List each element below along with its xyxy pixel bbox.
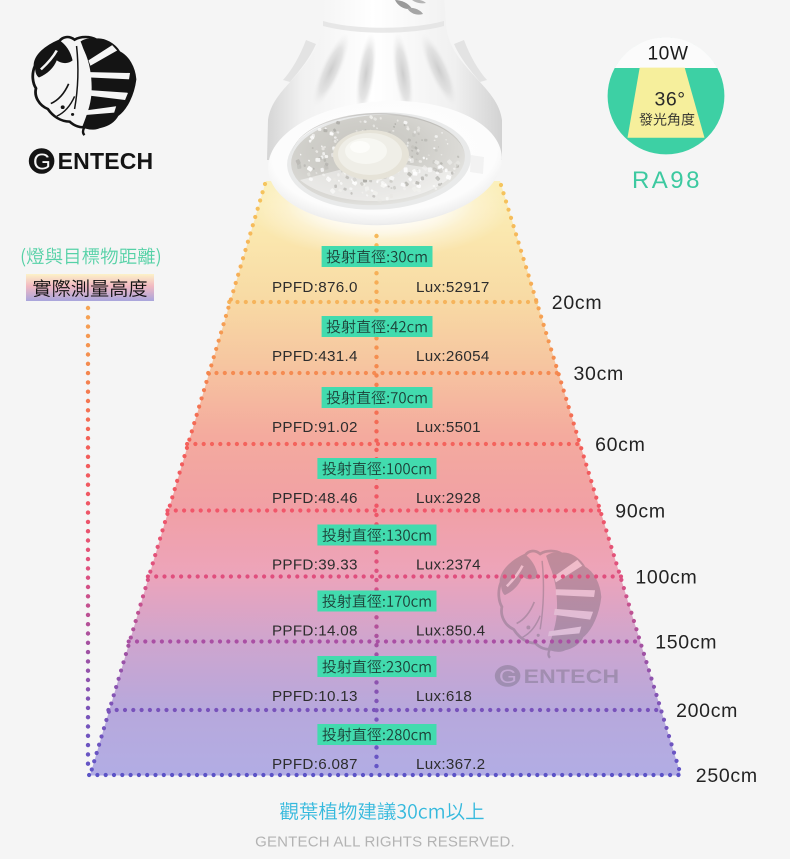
svg-text:Lux:26054: Lux:26054 [416,348,490,365]
svg-text:Lux:5501: Lux:5501 [416,419,481,436]
svg-text:PPFD:14.08: PPFD:14.08 [272,623,358,640]
svg-text:ENTECH: ENTECH [58,148,154,174]
svg-text:60cm: 60cm [595,434,645,456]
svg-text:10W: 10W [648,44,689,65]
svg-text:PPFD:876.0: PPFD:876.0 [272,279,358,296]
svg-text:G: G [33,148,51,174]
svg-text:ENTECH: ENTECH [524,665,620,687]
svg-text:Lux:2374: Lux:2374 [416,557,481,574]
svg-text:G: G [499,666,517,688]
svg-text:150cm: 150cm [655,632,717,654]
svg-text:Lux:2928: Lux:2928 [416,490,481,507]
svg-text:200cm: 200cm [676,700,738,722]
svg-text:100cm: 100cm [635,567,697,589]
svg-text:36°: 36° [655,89,686,111]
svg-text:PPFD:6.087: PPFD:6.087 [272,756,358,773]
svg-text:GENTECH ALL RIGHTS RESERVED.: GENTECH ALL RIGHTS RESERVED. [255,834,515,851]
svg-text:Lux:850.4: Lux:850.4 [416,623,485,640]
svg-text:PPFD:91.02: PPFD:91.02 [272,419,358,436]
svg-text:PPFD:10.13: PPFD:10.13 [272,688,358,705]
svg-text:PPFD:431.4: PPFD:431.4 [272,348,358,365]
svg-text:PPFD:48.46: PPFD:48.46 [272,490,358,507]
svg-text:20cm: 20cm [552,292,602,314]
svg-text:30cm: 30cm [574,363,624,385]
svg-text:90cm: 90cm [615,501,665,523]
svg-text:Lux:618: Lux:618 [416,688,472,705]
svg-text:RA98: RA98 [632,167,702,194]
svg-text:Lux:367.2: Lux:367.2 [416,756,485,773]
svg-text:250cm: 250cm [696,765,758,787]
svg-text:Lux:52917: Lux:52917 [416,279,490,296]
svg-text:PPFD:39.33: PPFD:39.33 [272,557,358,574]
